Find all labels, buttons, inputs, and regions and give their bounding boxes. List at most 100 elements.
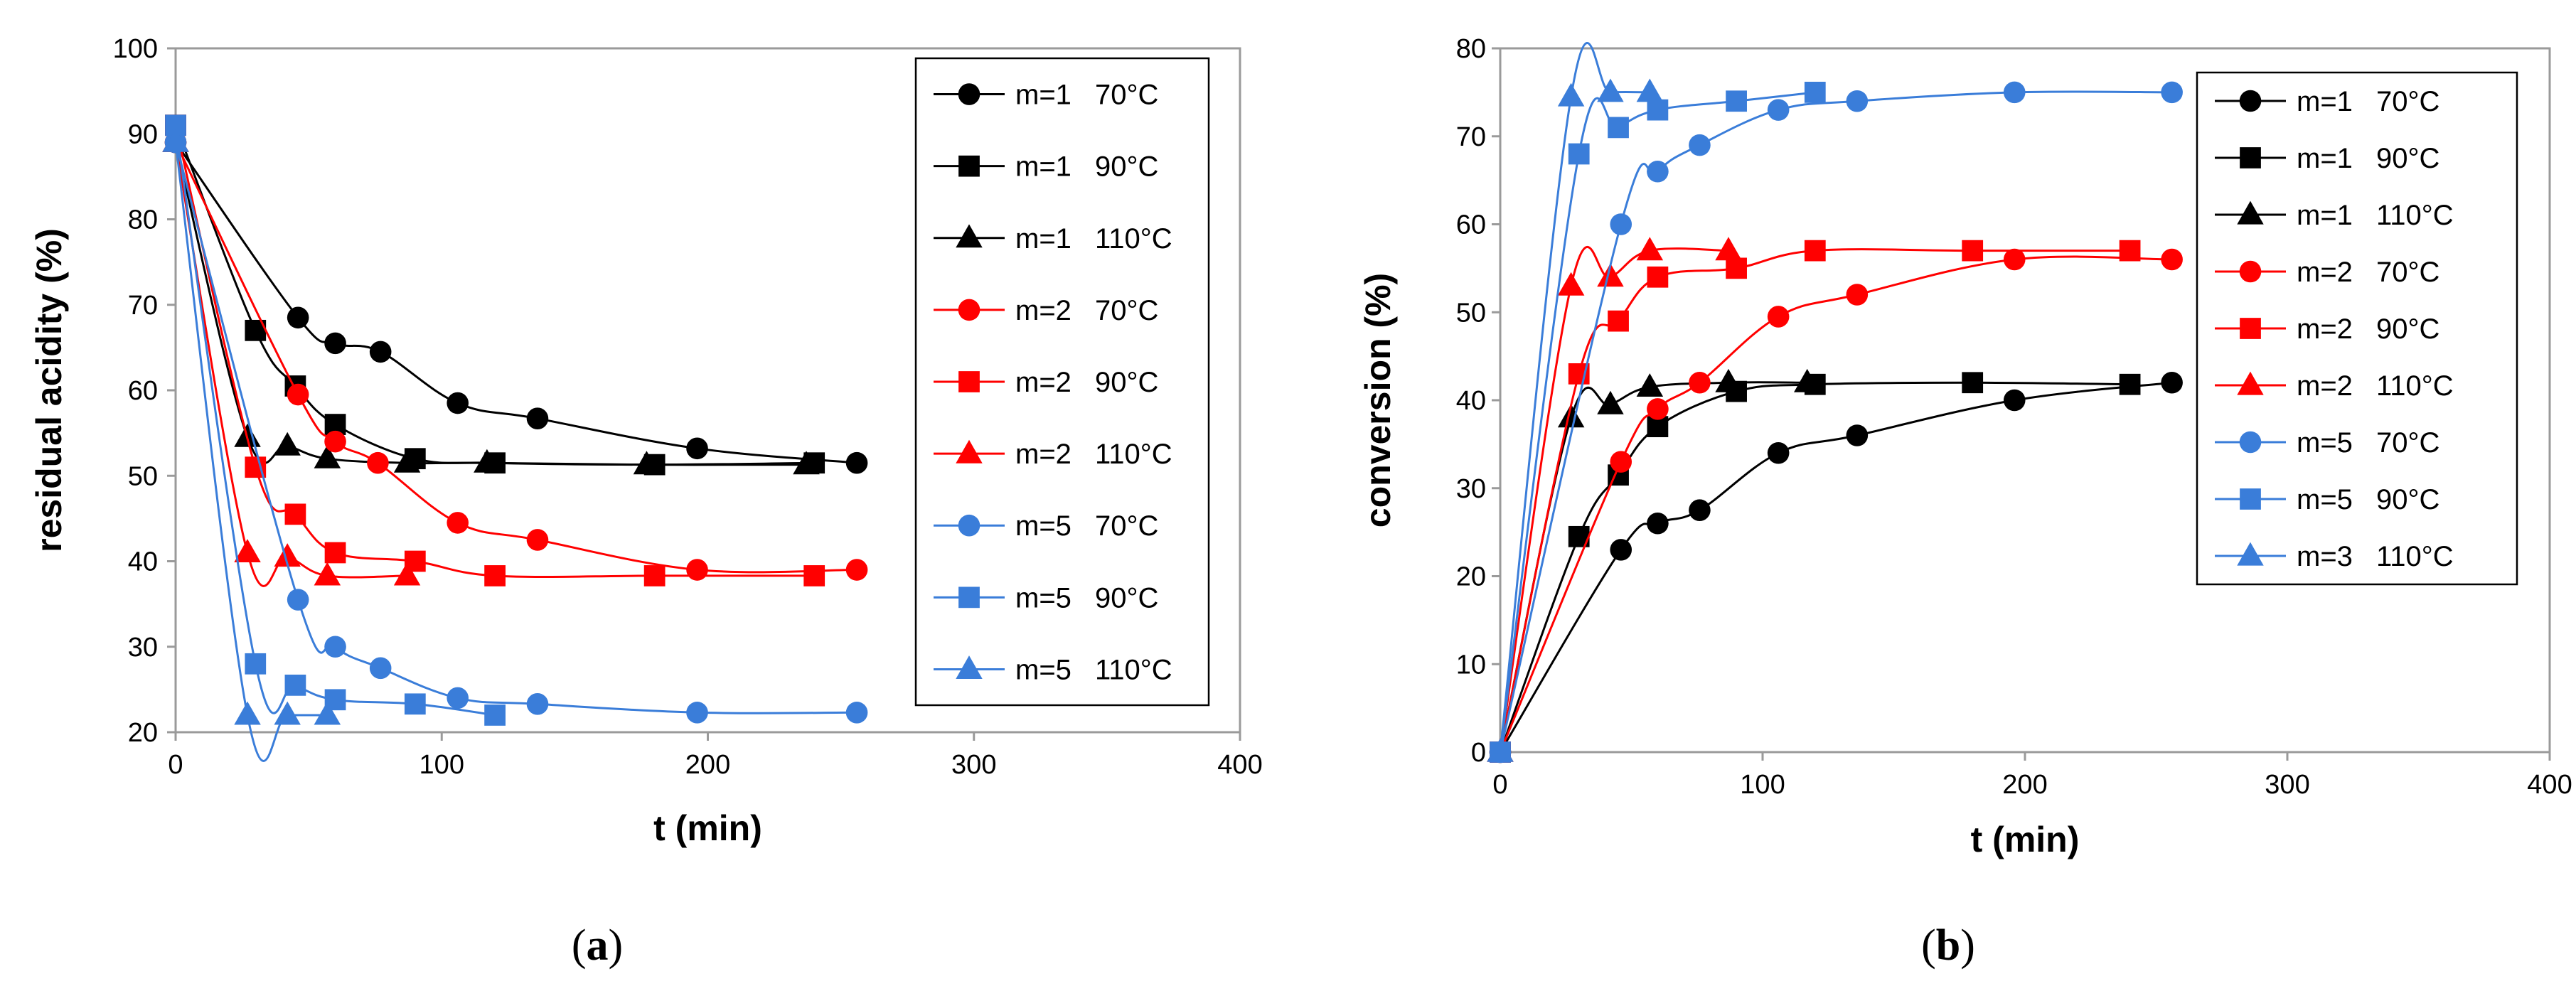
legend-marker [2240, 147, 2261, 168]
legend-item: m=1 90°C [2215, 143, 2439, 174]
series-a-0 [164, 131, 868, 474]
data-point [1767, 441, 1790, 464]
y-tick-label: 80 [128, 205, 158, 235]
legend-label: m=1 [1015, 151, 1071, 183]
legend-label: m=2 [2297, 370, 2353, 402]
series-b-6 [1489, 81, 2183, 763]
data-point [287, 306, 309, 329]
data-point [1726, 257, 1747, 279]
series-b-3 [1489, 248, 2183, 763]
legend-temp: 110°C [2376, 370, 2454, 402]
legend-label: m=2 [2297, 314, 2353, 345]
legend-label: m=2 [1015, 367, 1071, 398]
legend-marker [956, 655, 983, 679]
data-point [1610, 451, 1632, 473]
series-a-3 [164, 131, 868, 581]
data-point [526, 407, 549, 429]
data-point [324, 430, 346, 453]
data-point [526, 693, 549, 715]
y-tick-label: 40 [1456, 386, 1486, 416]
y-tick-label: 30 [128, 633, 158, 663]
legend-item: m=5 70°C [2215, 427, 2439, 459]
legend-temp: 90°C [1095, 367, 1158, 398]
series-line [1499, 255, 2172, 753]
series-line [1499, 381, 2130, 753]
data-point [447, 512, 469, 534]
data-point [1767, 99, 1790, 121]
legend-label: m=1 [1015, 80, 1071, 111]
series-a-2 [162, 128, 820, 475]
legend-item: m=2 110°C [2215, 370, 2454, 402]
legend-item: m=2 110°C [934, 439, 1172, 470]
data-point [314, 701, 341, 725]
data-point [1689, 371, 1711, 394]
legend-item: m=1 90°C [934, 151, 1158, 183]
data-point [234, 701, 261, 725]
data-point [633, 451, 661, 475]
x-tick-label: 100 [1740, 770, 1785, 800]
y-tick-label: 50 [1456, 298, 1486, 328]
data-point [1689, 134, 1711, 156]
legend-marker [2240, 488, 2261, 510]
series-line [174, 141, 857, 464]
y-tick-label: 10 [1456, 650, 1486, 680]
data-point [284, 674, 306, 696]
data-point [2161, 81, 2183, 104]
data-point [484, 704, 506, 726]
series-b-0 [1489, 371, 2183, 763]
legend-temp: 70°C [2376, 86, 2439, 117]
data-point [447, 687, 469, 709]
legend-marker [958, 83, 980, 105]
legend-marker [2239, 90, 2262, 112]
data-point [324, 542, 346, 564]
data-point [1689, 499, 1711, 521]
data-point [404, 693, 426, 715]
legend-item: m=3 110°C [2215, 541, 2454, 572]
data-point [1715, 368, 1742, 392]
legend: m=1 70°C m=1 90°C m=1 110°C m=2 70°C m=2 90°C m=2 1… [2196, 71, 2518, 586]
x-tick-label: 0 [1492, 770, 1507, 800]
data-point [274, 701, 301, 725]
legend-marker [958, 155, 980, 177]
y-tick-label: 90 [128, 119, 158, 149]
y-tick-label: 60 [1456, 210, 1486, 240]
y-axis-label: conversion (%) [1358, 273, 1398, 527]
data-point [162, 128, 189, 152]
legend-label: m=5 [2297, 484, 2353, 515]
panel-caption: (b) [1921, 921, 1975, 970]
data-point [474, 449, 501, 473]
legend-item: m=5 90°C [2215, 484, 2439, 515]
data-point [1608, 117, 1629, 139]
y-tick-label: 30 [1456, 474, 1486, 504]
legend-label: m=2 [1015, 295, 1071, 326]
data-point [1608, 310, 1629, 332]
data-point [234, 539, 261, 562]
data-point [393, 449, 421, 473]
legend-temp: 90°C [2376, 484, 2439, 515]
x-tick-label: 100 [419, 750, 464, 780]
series-a-6 [164, 131, 868, 724]
data-point [1647, 398, 1669, 420]
data-point [284, 503, 306, 525]
x-tick-label: 400 [1217, 750, 1262, 780]
legend-temp: 90°C [1095, 151, 1158, 183]
x-tick-label: 0 [168, 750, 183, 780]
x-tick-label: 400 [2527, 770, 2572, 800]
data-point [1715, 237, 1742, 261]
y-tick-label: 80 [1456, 34, 1486, 64]
series-a-1 [165, 114, 825, 476]
legend-label: m=2 [2297, 257, 2353, 288]
legend-label: m=5 [1015, 582, 1071, 613]
x-axis-label: t (min) [653, 808, 762, 848]
legend-label: m=1 [2297, 143, 2353, 174]
panel-a: 20 30 40 50 60 70 80 90 100 0 100 200 300 400 t (min) r… [29, 34, 1263, 970]
x-tick-label: 300 [951, 750, 996, 780]
data-point [1557, 272, 1585, 296]
y-tick-label: 20 [1456, 562, 1486, 592]
legend-item: m=2 90°C [2215, 314, 2439, 345]
caption-close: ) [609, 921, 624, 970]
legend-marker [2237, 200, 2264, 225]
data-point [1557, 82, 1585, 107]
data-point [1636, 78, 1664, 102]
